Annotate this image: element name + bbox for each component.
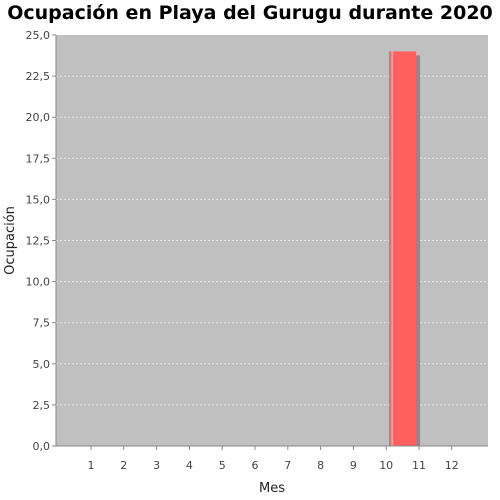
y-tick-label: 20,0	[26, 111, 51, 124]
y-tick-label: 10,0	[26, 276, 51, 289]
x-tick-label: 2	[120, 459, 127, 472]
x-tick-label: 8	[317, 459, 324, 472]
x-tick-label: 7	[284, 459, 291, 472]
bar	[389, 51, 417, 446]
y-tick-label: 25,0	[26, 29, 51, 42]
y-tick-label: 17,5	[26, 152, 51, 165]
y-tick-label: 5,0	[33, 358, 51, 371]
y-tick-label: 12,5	[26, 235, 51, 248]
x-tick-label: 5	[219, 459, 226, 472]
x-tick-label: 11	[412, 459, 426, 472]
chart-title: Ocupación en Playa del Gurugu durante 20…	[7, 2, 493, 24]
x-tick-label: 1	[88, 459, 95, 472]
y-tick-label: 22,5	[26, 70, 51, 83]
x-tick-label: 9	[350, 459, 357, 472]
x-tick-label: 12	[445, 459, 459, 472]
y-axis-title: Ocupación	[3, 206, 18, 275]
x-axis-title: Mes	[259, 481, 285, 496]
x-tick-label: 4	[186, 459, 193, 472]
x-tick-label: 3	[153, 459, 160, 472]
y-tick-label: 0,0	[33, 440, 51, 453]
x-tick-label: 6	[252, 459, 259, 472]
y-tick-label: 15,0	[26, 193, 51, 206]
y-tick-label: 7,5	[33, 317, 51, 330]
bar-highlight	[391, 51, 394, 446]
x-tick-label: 10	[379, 459, 393, 472]
y-tick-label: 2,5	[33, 399, 51, 412]
